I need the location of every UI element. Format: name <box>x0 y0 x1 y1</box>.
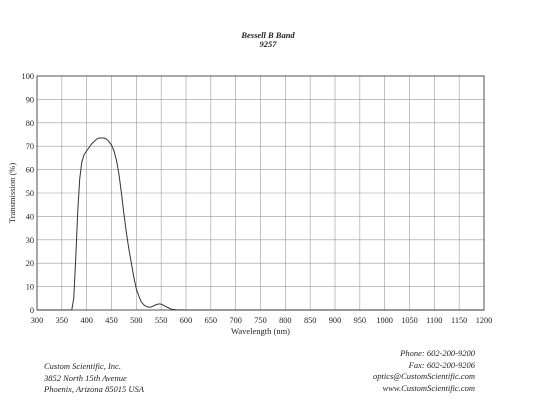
chart-subtitle: 9257 <box>259 39 277 49</box>
x-tick-label: 650 <box>205 316 217 325</box>
x-tick-label: 1000 <box>376 316 393 325</box>
x-tick-label: 500 <box>130 316 142 325</box>
x-axis-label: Wavelength (nm) <box>231 326 290 336</box>
y-tick-label: 80 <box>26 119 34 128</box>
y-tick-label: 60 <box>26 166 34 175</box>
y-tick-label: 20 <box>26 259 34 268</box>
chart-title: Bessell B Band <box>241 30 295 40</box>
x-tick-label: 700 <box>229 316 241 325</box>
x-tick-label: 550 <box>155 316 167 325</box>
x-tick-label: 600 <box>180 316 192 325</box>
y-tick-label: 90 <box>26 95 34 104</box>
x-tick-label: 900 <box>329 316 341 325</box>
x-tick-label: 1200 <box>476 316 493 325</box>
x-tick-label: 450 <box>105 316 117 325</box>
company-address-block: Custom Scientific, Inc. 3852 North 15th … <box>44 361 144 396</box>
x-tick-label: 300 <box>31 316 43 325</box>
x-tick-label: 800 <box>279 316 291 325</box>
x-tick-label: 1050 <box>401 316 418 325</box>
company-website: www.CustomScientific.com <box>382 382 475 393</box>
x-tick-label: 400 <box>80 316 92 325</box>
company-street: 3852 North 15th Avenue <box>44 372 127 383</box>
x-tick-label: 950 <box>354 316 366 325</box>
x-tick-label: 350 <box>56 316 68 325</box>
company-name: Custom Scientific, Inc. <box>44 361 121 371</box>
company-email: optics@CustomScientific.com <box>372 371 475 381</box>
transmission-curve <box>37 137 484 311</box>
x-tick-label: 750 <box>254 316 266 325</box>
y-tick-label: 0 <box>30 306 34 315</box>
company-phone: Phone: 602-200-9200 <box>400 348 475 358</box>
x-tick-label: 850 <box>304 316 316 325</box>
y-axis-label: Transmission (%) <box>7 163 17 224</box>
company-fax: Fax: 602-200-9206 <box>408 359 475 370</box>
y-tick-label: 30 <box>26 236 34 245</box>
company-contact-block: Phone: 602-200-9200 Fax: 602-200-9206 op… <box>373 348 475 394</box>
x-tick-label: 1150 <box>451 316 467 325</box>
y-tick-label: 10 <box>26 283 34 292</box>
y-tick-label: 100 <box>22 72 34 81</box>
company-city: Phoenix, Arizona 85015 USA <box>44 384 144 394</box>
y-tick-label: 40 <box>26 212 34 221</box>
y-tick-label: 70 <box>26 142 34 151</box>
chart-title-block: Bessell B Band 9257 <box>0 31 536 49</box>
y-tick-label: 50 <box>26 189 34 198</box>
x-tick-label: 1100 <box>426 316 442 325</box>
